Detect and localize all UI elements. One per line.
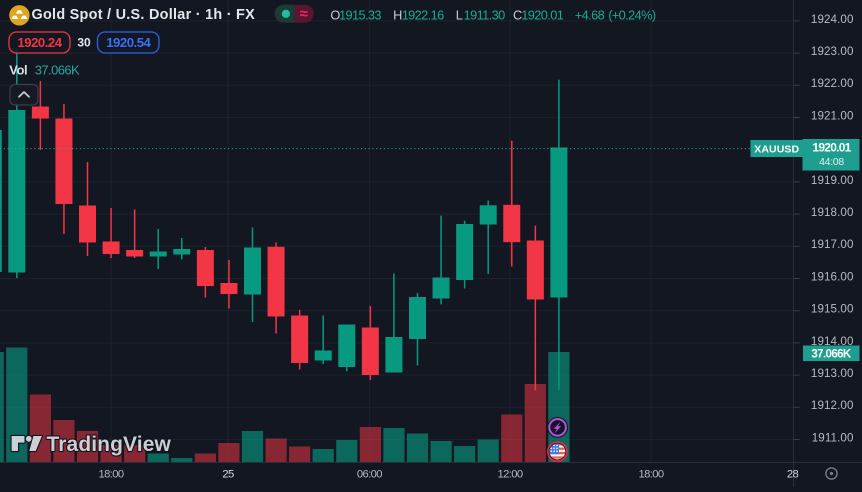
svg-text:1923.00: 1923.00 [811, 45, 854, 58]
svg-text:1913.00: 1913.00 [811, 367, 854, 380]
svg-text:1920.54: 1920.54 [106, 35, 151, 50]
svg-text:37.066K: 37.066K [35, 63, 80, 78]
svg-text:1921.00: 1921.00 [811, 109, 854, 122]
svg-text:12:00: 12:00 [498, 469, 523, 481]
svg-text:1914.00: 1914.00 [811, 335, 854, 348]
svg-text:1916.00: 1916.00 [811, 270, 854, 283]
svg-text:18:00: 18:00 [99, 469, 124, 481]
svg-text:1924.00: 1924.00 [811, 13, 854, 26]
svg-text:1917.00: 1917.00 [811, 238, 854, 251]
svg-text:TradingView: TradingView [47, 433, 172, 456]
svg-text:1912.00: 1912.00 [811, 399, 854, 412]
svg-text:18:00: 18:00 [639, 469, 664, 481]
svg-text:06:00: 06:00 [357, 469, 382, 481]
svg-text:1918.00: 1918.00 [811, 206, 854, 219]
svg-text:1915.00: 1915.00 [811, 303, 854, 316]
svg-text:1920.24: 1920.24 [17, 35, 62, 50]
svg-text:1922.00: 1922.00 [811, 77, 854, 90]
svg-text:XAUUSD: XAUUSD [754, 143, 799, 155]
svg-text:1919.00: 1919.00 [811, 174, 854, 187]
svg-text:28: 28 [787, 469, 799, 481]
svg-text:37.066K: 37.066K [811, 348, 852, 360]
svg-text:44:08: 44:08 [819, 156, 844, 168]
svg-text:30: 30 [77, 36, 91, 50]
svg-text:Gold Spot / U.S. Dollar · 1h ·: Gold Spot / U.S. Dollar · 1h · FX [32, 7, 256, 23]
svg-text:25: 25 [222, 469, 234, 481]
svg-text:1911.00: 1911.00 [812, 431, 854, 444]
svg-text:≈: ≈ [300, 6, 308, 23]
svg-text:1920.01: 1920.01 [812, 141, 851, 155]
svg-text:Vol: Vol [9, 63, 27, 78]
